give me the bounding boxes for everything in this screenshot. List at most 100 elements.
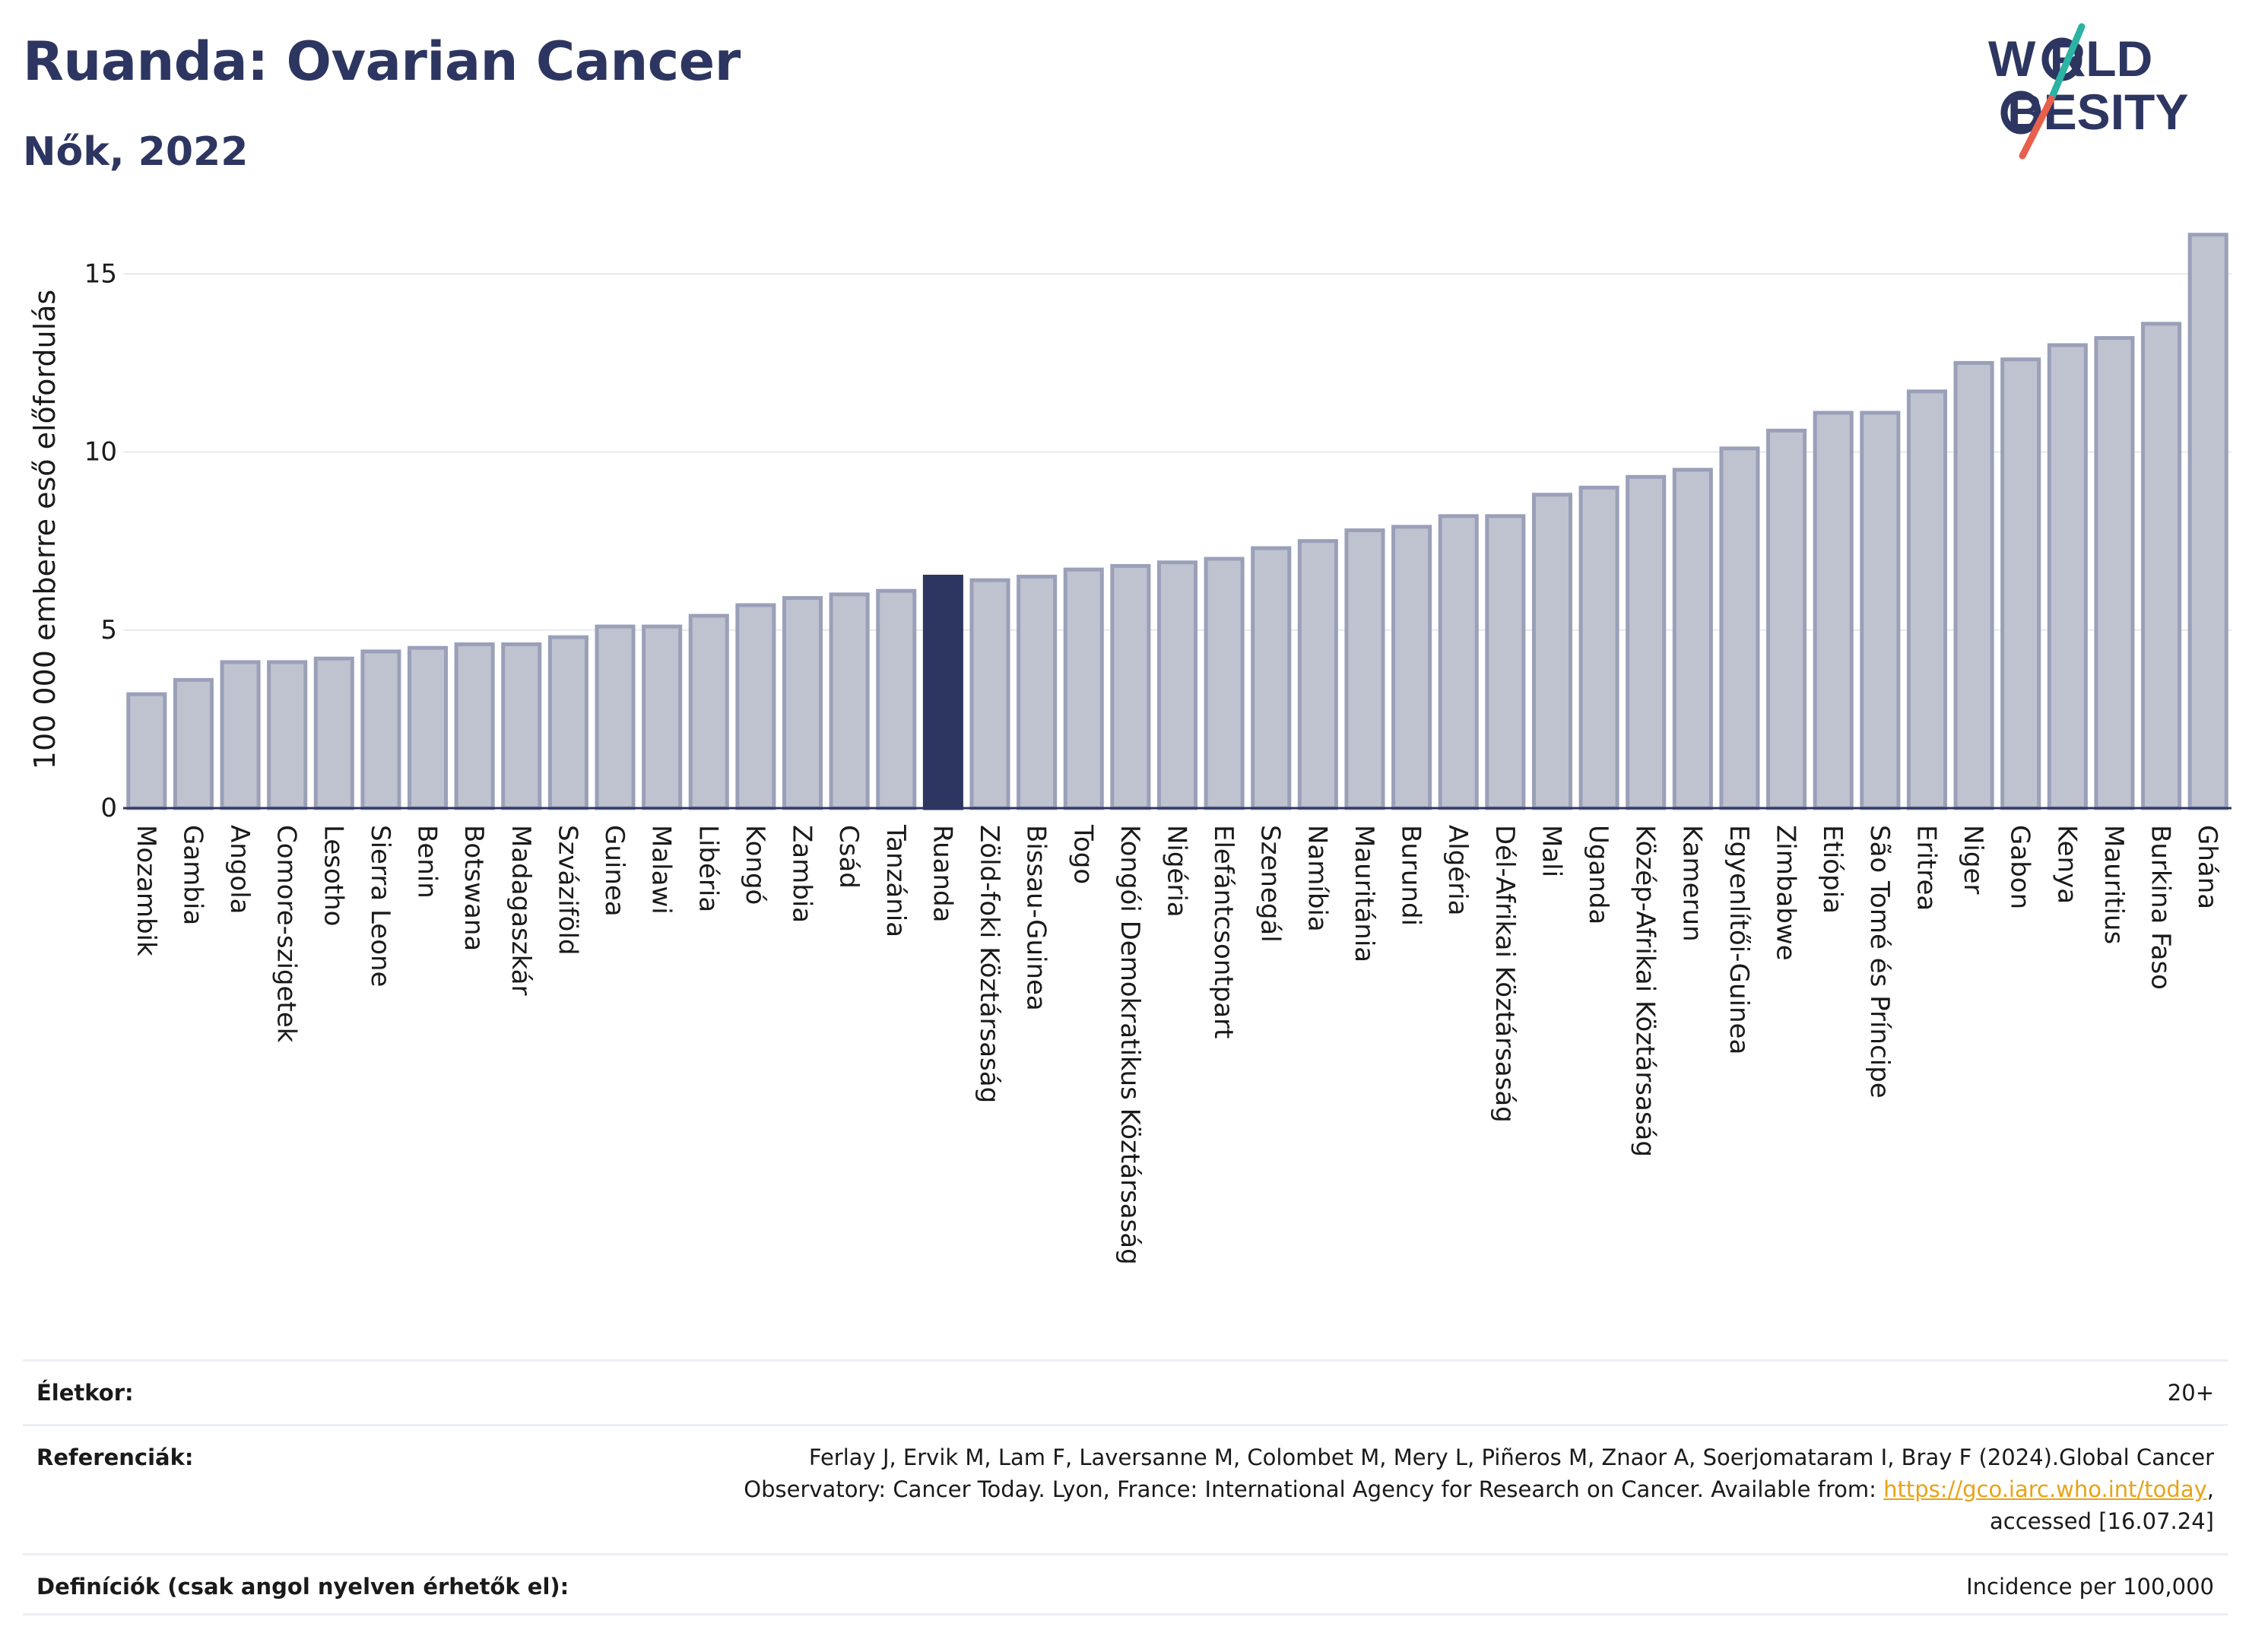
x-tick-label: Benin (412, 825, 443, 899)
world-obesity-logo: W RLD BESITY (1988, 23, 2188, 160)
bar (1813, 411, 1854, 810)
bar (1156, 560, 1198, 810)
bar (1626, 474, 1667, 810)
bar (829, 592, 870, 810)
bar (1485, 514, 1526, 810)
x-tick-label: Burkina Faso (2146, 825, 2176, 990)
x-tick-label: Dél-Afrikai Köztársaság (1489, 825, 1520, 1123)
x-tick-label: Csád (833, 825, 864, 889)
logo-o-ring-bottom (2000, 90, 2041, 135)
x-tick-label: Mauritius (2098, 825, 2129, 944)
x-tick-label: Mauritánia (1349, 825, 1379, 962)
x-tick-label: Zimbabwe (1771, 825, 1801, 961)
bar (267, 660, 308, 810)
x-tick-label: Togo (1067, 824, 1098, 884)
bar (454, 642, 495, 810)
bar-chart: 0 5 10 15 100 000 emberre eső előfordulás Moz… (28, 233, 2232, 1265)
bar (1906, 389, 1947, 810)
y-axis-label: 100 000 emberre eső előfordulás (28, 290, 62, 769)
bar (735, 603, 776, 810)
bar (1391, 525, 1432, 810)
references-text: Ferlay J, Ervik M, Lam F, Laversanne M, … (744, 1441, 2214, 1537)
x-tick-label: Angola (224, 825, 255, 914)
bar (313, 656, 354, 810)
info-row-age: Életkor: 20+ (23, 1359, 2228, 1424)
page-subtitle: Nők, 2022 (23, 129, 249, 175)
x-tick-label: Algéria (1442, 825, 1473, 915)
x-tick-label: Etiópia (1817, 825, 1848, 914)
x-tick-label: Namíbia (1302, 825, 1332, 932)
age-label: Életkor: (36, 1380, 134, 1406)
bar (1251, 546, 1292, 810)
reference-line-2-text: Observatory: Cancer Today. Lyon, France:… (744, 1476, 1884, 1502)
y-tick-label: 15 (84, 258, 117, 289)
info-row-references: Referenciák: Ferlay J, Ervik M, Lam F, L… (23, 1424, 2228, 1553)
x-tick-label: Eritrea (1911, 825, 1941, 911)
info-table: Életkor: 20+ Referenciák: Ferlay J, Ervi… (23, 1359, 2228, 1616)
x-tick-label: Zambia (787, 825, 817, 923)
bar (2141, 322, 2182, 810)
logo-slash-coral (2019, 95, 2055, 160)
bar (547, 635, 588, 810)
bar (922, 574, 963, 810)
reference-link[interactable]: https://gco.iarc.who.int/today (1883, 1476, 2207, 1502)
info-row-definitions: Definíciók (csak angol nyelven érhetők e… (23, 1553, 2228, 1616)
x-tick-label: Ghána (2192, 825, 2222, 909)
x-tick-label: Kamerun (1676, 825, 1707, 942)
bar (126, 692, 167, 810)
references-label: Referenciák: (36, 1444, 194, 1470)
bar (1578, 485, 1619, 810)
definitions-value: Incidence per 100,000 (1966, 1574, 2214, 1600)
bar (642, 624, 683, 810)
age-value: 20+ (2167, 1380, 2214, 1406)
x-tick-label: São Tomé és Príncipe (1864, 825, 1895, 1099)
page-title: Ruanda: Ovarian Cancer (23, 30, 741, 93)
x-tick-label: Botswana (458, 825, 489, 951)
x-tick-label: Nigéria (1162, 825, 1192, 918)
x-tick-label: Burundi (1396, 825, 1426, 926)
x-tick-label: Szenegál (1255, 825, 1286, 943)
definitions-label: Definíciók (csak angol nyelven érhetők e… (36, 1574, 569, 1600)
bar (1017, 574, 1058, 810)
reference-line-3: accessed [16.07.24] (1990, 1508, 2214, 1534)
bar (2047, 343, 2088, 810)
bar (1719, 446, 1760, 810)
x-tick-label: Mali (1536, 825, 1566, 877)
reference-line-1: Ferlay J, Ervik M, Lam F, Laversanne M, … (808, 1444, 2214, 1470)
bar (2094, 336, 2135, 810)
y-tick-label: 0 (100, 793, 117, 823)
x-tick-label: Tanzánia (880, 824, 911, 937)
bar (876, 588, 917, 810)
bar (1204, 556, 1245, 810)
bar (1063, 567, 1104, 810)
y-tick-label: 5 (100, 615, 117, 645)
x-tick-label: Szváziföld (552, 825, 582, 955)
x-tick-label: Kongói Demokratikus Köztársaság (1115, 825, 1145, 1265)
x-tick-label: Malawi (646, 825, 677, 915)
x-tick-label: Kongó (740, 825, 770, 905)
bar (1766, 428, 1807, 810)
bar (1344, 528, 1385, 810)
bar (1110, 563, 1151, 810)
x-tick-label: Ruanda (927, 825, 957, 922)
x-tick-label: Mozambik (131, 825, 161, 956)
x-tick-label: Guinea (599, 825, 630, 917)
bar (2187, 233, 2228, 810)
bar (173, 677, 214, 810)
bar (688, 614, 729, 810)
x-tick-label: Zöld-foki Köztársaság (974, 825, 1004, 1103)
x-tick-label: Közép-Afrikai Köztársaság (1630, 825, 1661, 1157)
x-tick-label: Comore-szigetek (271, 825, 302, 1043)
x-tick-label: Egyenlítői-Guinea (1724, 825, 1754, 1054)
bar (220, 660, 261, 810)
bar (1953, 360, 1994, 810)
bar (1860, 411, 1901, 810)
x-tick-label: Kenya (2051, 825, 2082, 904)
bar (1672, 468, 1713, 810)
x-tick-label: Uganda (1583, 825, 1613, 924)
bar (2000, 357, 2041, 810)
bar (595, 624, 636, 810)
reference-line-2-end: , (2206, 1476, 2214, 1502)
bar (1297, 539, 1338, 810)
x-tick-label: Madagaszkár (506, 825, 536, 995)
